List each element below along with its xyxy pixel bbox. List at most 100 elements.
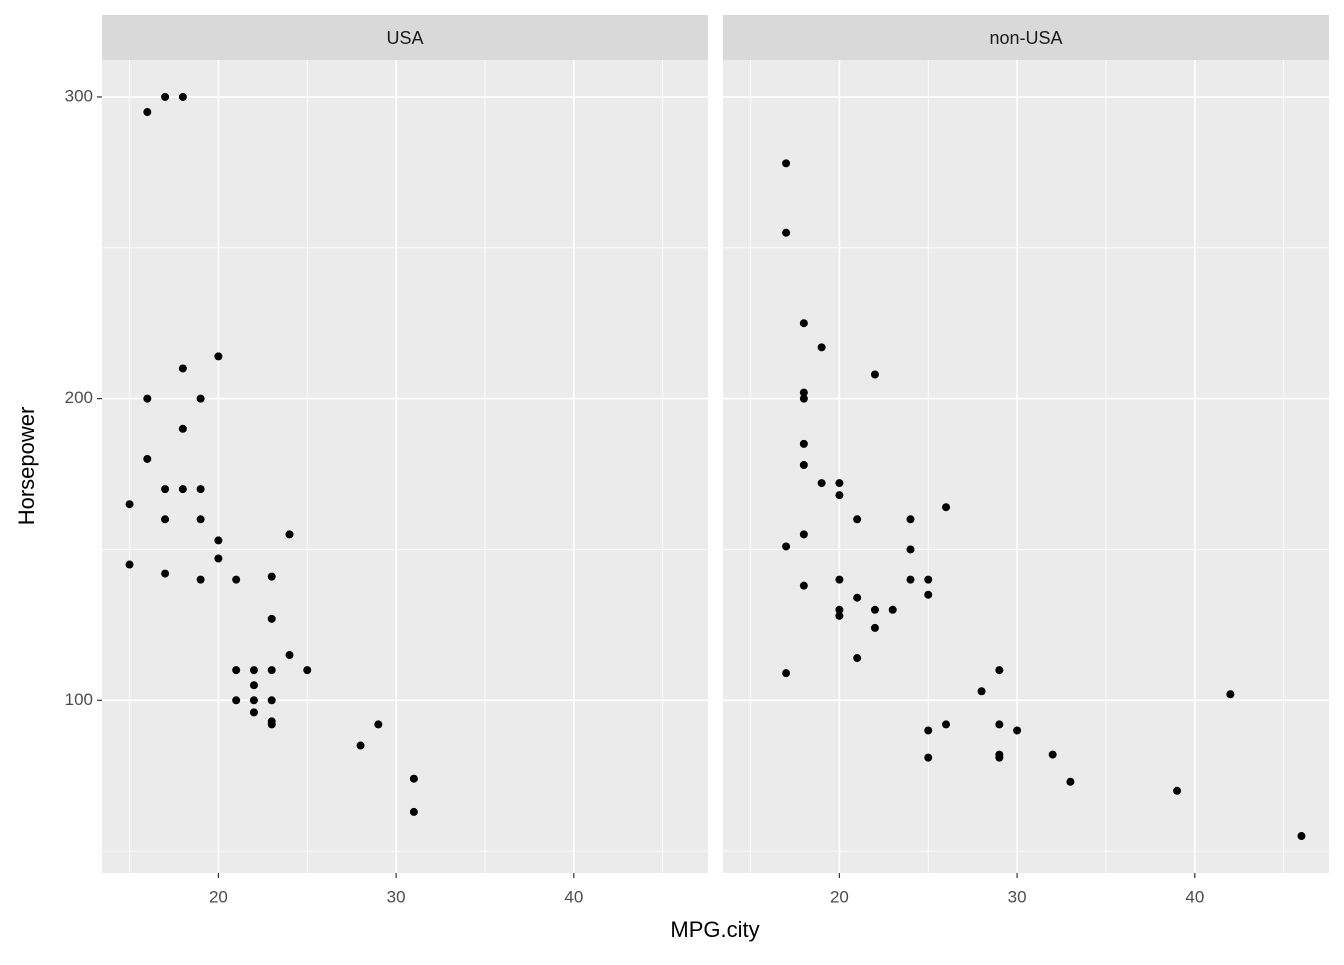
- point: [161, 515, 170, 524]
- point: [853, 515, 862, 524]
- point: [1066, 777, 1075, 786]
- x-tick-label: 30: [387, 887, 406, 906]
- point: [196, 485, 205, 494]
- point: [853, 654, 862, 663]
- point: [942, 720, 951, 729]
- point: [178, 485, 187, 494]
- point: [995, 753, 1004, 762]
- x-tick-label: 40: [564, 887, 583, 906]
- point: [125, 500, 134, 509]
- point: [853, 593, 862, 602]
- point: [799, 439, 808, 448]
- point: [799, 388, 808, 397]
- point: [870, 623, 879, 632]
- y-tick-label: 300: [65, 86, 93, 105]
- strip-label: USA: [386, 28, 423, 48]
- point: [196, 575, 205, 584]
- point: [799, 394, 808, 403]
- panel-background: [102, 60, 708, 873]
- panel-background: [723, 60, 1329, 873]
- point: [214, 536, 223, 545]
- point: [817, 343, 826, 352]
- point: [161, 485, 170, 494]
- point: [125, 560, 134, 569]
- x-axis-title: MPG.city: [670, 917, 759, 942]
- point: [1173, 786, 1182, 795]
- point: [782, 159, 791, 168]
- point: [249, 696, 258, 705]
- point: [782, 669, 791, 678]
- point: [835, 575, 844, 584]
- point: [356, 741, 365, 750]
- point: [1048, 750, 1057, 759]
- point: [267, 720, 276, 729]
- point: [196, 515, 205, 524]
- x-tick-label: 30: [1008, 887, 1027, 906]
- point: [161, 92, 170, 101]
- point: [409, 807, 418, 816]
- strip-label: non-USA: [989, 28, 1062, 48]
- point: [835, 605, 844, 614]
- point: [799, 319, 808, 328]
- point: [178, 364, 187, 373]
- y-tick-label: 100: [65, 690, 93, 709]
- x-tick-label: 20: [830, 887, 849, 906]
- point: [1297, 832, 1306, 841]
- x-tick-label: 20: [209, 887, 228, 906]
- strip-background: [723, 15, 1329, 60]
- point: [888, 605, 897, 614]
- point: [835, 491, 844, 500]
- point: [782, 228, 791, 237]
- point: [285, 651, 294, 660]
- point: [232, 696, 241, 705]
- point: [143, 108, 152, 117]
- point: [303, 666, 312, 675]
- point: [267, 696, 276, 705]
- point: [249, 681, 258, 690]
- point: [906, 515, 915, 524]
- point: [924, 753, 933, 762]
- point: [817, 479, 826, 488]
- point: [924, 575, 933, 584]
- point: [267, 614, 276, 623]
- point: [870, 605, 879, 614]
- point: [214, 554, 223, 563]
- point: [143, 394, 152, 403]
- point: [1226, 690, 1235, 699]
- strip-background: [102, 15, 708, 60]
- point: [196, 394, 205, 403]
- point: [906, 575, 915, 584]
- y-axis-title: Horsepower: [14, 407, 39, 526]
- point: [835, 611, 844, 620]
- point: [285, 530, 294, 539]
- point: [232, 575, 241, 584]
- point: [267, 666, 276, 675]
- point: [799, 460, 808, 469]
- point: [178, 92, 187, 101]
- point: [143, 454, 152, 463]
- point: [249, 666, 258, 675]
- point: [942, 503, 951, 512]
- point: [161, 569, 170, 578]
- point: [924, 590, 933, 599]
- point: [232, 666, 241, 675]
- x-tick-label: 40: [1185, 887, 1204, 906]
- point: [995, 720, 1004, 729]
- point: [409, 774, 418, 783]
- point: [906, 545, 915, 554]
- point: [835, 479, 844, 488]
- point: [267, 572, 276, 581]
- point: [799, 581, 808, 590]
- point: [870, 370, 879, 379]
- point: [977, 687, 986, 696]
- point: [782, 542, 791, 551]
- point: [924, 726, 933, 735]
- point: [249, 708, 258, 717]
- point: [374, 720, 383, 729]
- point: [799, 530, 808, 539]
- point: [178, 424, 187, 433]
- point: [995, 666, 1004, 675]
- point: [1013, 726, 1022, 735]
- y-tick-label: 200: [65, 388, 93, 407]
